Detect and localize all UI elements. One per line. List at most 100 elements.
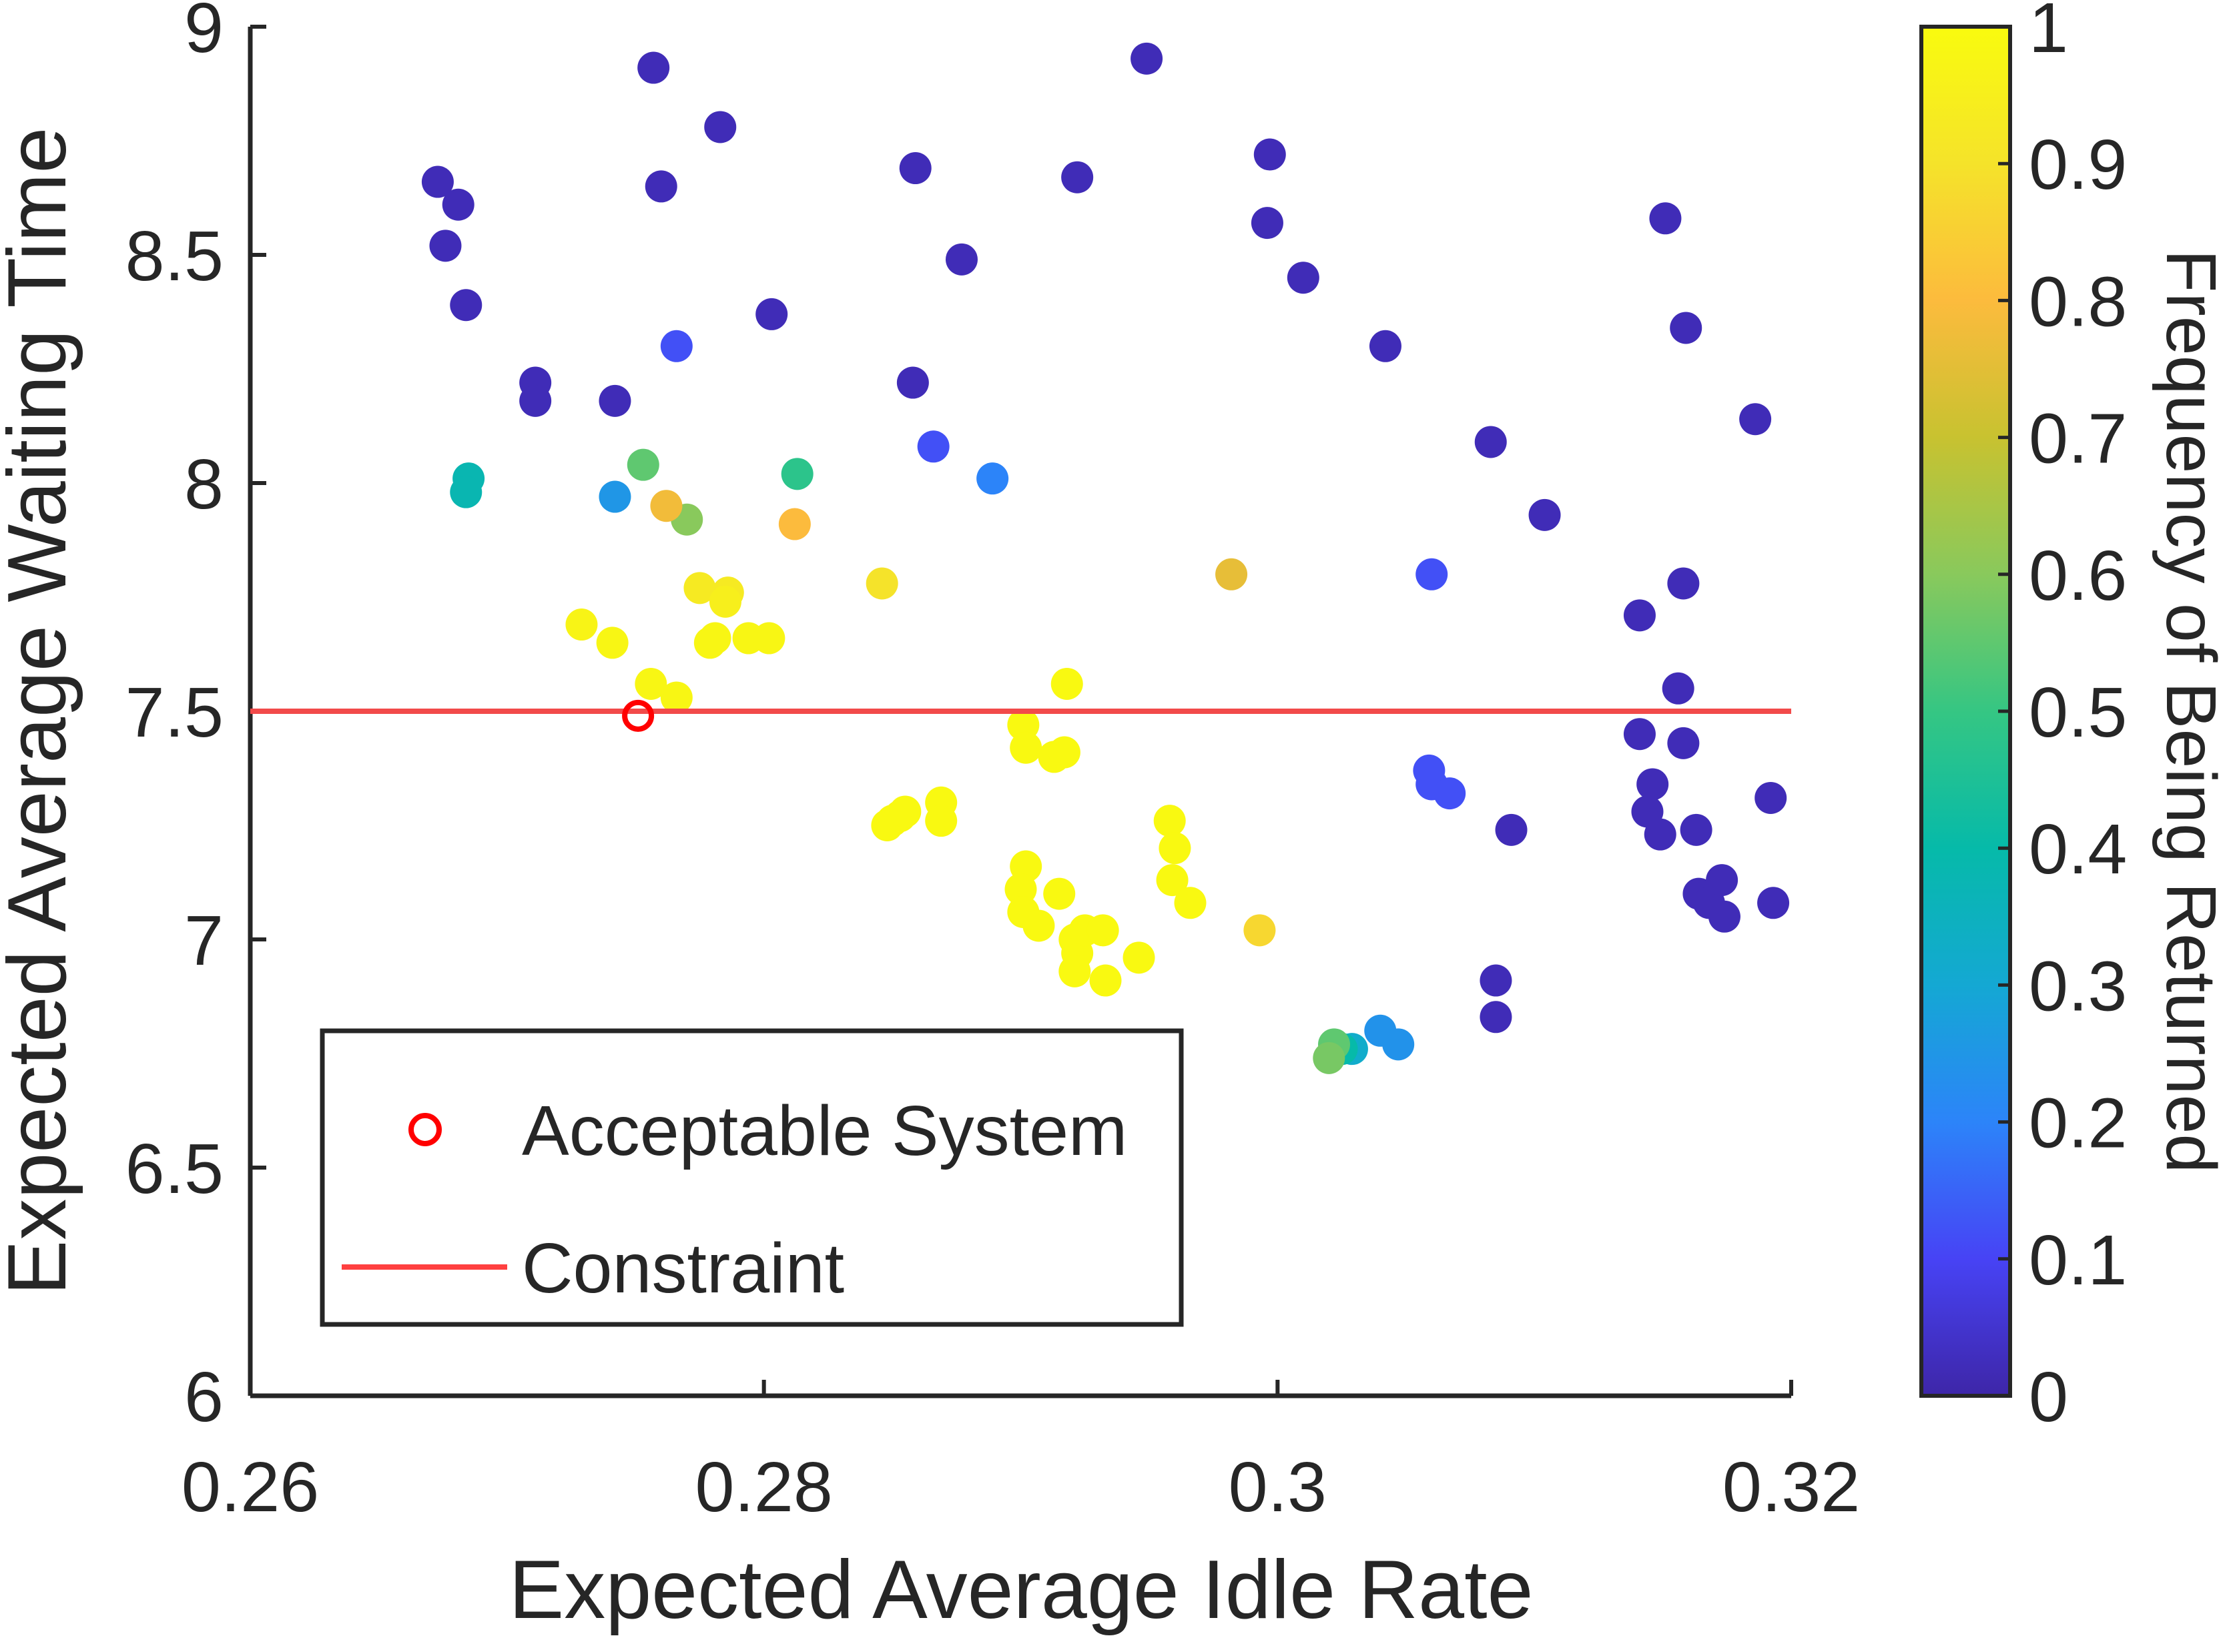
legend: Acceptable System Constraint — [320, 1028, 1184, 1327]
data-point — [1061, 161, 1094, 193]
data-point — [753, 622, 785, 655]
data-point — [683, 572, 716, 604]
data-point — [421, 165, 454, 198]
data-point — [1649, 202, 1682, 235]
data-point — [1644, 818, 1676, 851]
colorbar-tick-label: 0.3 — [2029, 947, 2127, 1025]
colorbar-tick-label: 0 — [2029, 1358, 2068, 1436]
data-point — [450, 289, 483, 322]
data-point — [450, 476, 483, 508]
y-tick-label: 7 — [184, 901, 224, 980]
data-point — [1667, 567, 1700, 600]
data-point — [627, 448, 659, 481]
data-point — [699, 622, 731, 655]
data-point — [866, 567, 898, 600]
data-point — [1708, 900, 1740, 933]
data-point — [1623, 718, 1656, 751]
data-point — [650, 490, 683, 522]
data-point — [976, 462, 1009, 495]
colorbar: 0 0.1 0.2 0.3 0.4 0.5 0.6 0.7 0.8 0.9 1 Frequency … — [1919, 0, 2230, 1436]
data-point — [1243, 914, 1276, 947]
y-tick-label: 9 — [184, 0, 224, 67]
data-point — [565, 608, 598, 641]
data-point — [1528, 498, 1561, 531]
data-point — [1010, 731, 1042, 764]
data-point — [645, 170, 677, 203]
data-point — [1623, 599, 1656, 632]
data-point — [1415, 558, 1448, 590]
data-point — [1123, 941, 1155, 974]
legend-label-constraint: Constraint — [522, 1229, 844, 1308]
colorbar-tick-label: 0.9 — [2029, 125, 2127, 204]
data-point — [1043, 877, 1076, 910]
data-point — [1159, 832, 1191, 865]
colorbar-tick-label: 0.5 — [2029, 673, 2127, 752]
data-point — [1474, 426, 1507, 458]
colorbar-tick-label: 0.6 — [2029, 536, 2127, 615]
y-tick-label: 8 — [184, 445, 224, 524]
data-point — [1050, 667, 1083, 700]
data-point — [1757, 887, 1790, 919]
data-point — [945, 243, 978, 276]
data-point — [1313, 1042, 1345, 1074]
x-axis-label: Expected Average Idle Rate — [509, 1544, 1534, 1636]
data-point — [917, 430, 950, 463]
data-point — [1287, 262, 1319, 294]
data-point — [1670, 312, 1702, 344]
data-point — [1369, 330, 1401, 362]
data-point — [429, 230, 462, 262]
colorbar-tick-label: 0.4 — [2029, 810, 2127, 889]
data-point — [1495, 813, 1528, 846]
x-tick-label: 0.3 — [1229, 1448, 1327, 1527]
data-point — [1480, 964, 1512, 997]
x-tick-label: 0.26 — [182, 1448, 319, 1527]
colorbar-tick-label: 0.1 — [2029, 1221, 2127, 1300]
data-point — [1739, 403, 1772, 436]
data-point — [1048, 736, 1080, 769]
colorbar-tick-label: 0.7 — [2029, 400, 2127, 478]
x-ticks: 0.26 0.28 0.3 0.32 — [182, 1380, 1860, 1527]
y-tick-label: 6 — [184, 1358, 224, 1436]
data-point — [1251, 207, 1283, 240]
colorbar-tick-label: 0.8 — [2029, 262, 2127, 341]
colorbar-label: Frequency of Being Returned — [2152, 250, 2230, 1174]
y-tick-label: 8.5 — [125, 217, 224, 296]
y-tick-label: 7.5 — [125, 673, 224, 752]
data-point — [1253, 138, 1286, 171]
data-point — [442, 188, 474, 221]
data-point — [1636, 768, 1669, 801]
data-point — [709, 585, 741, 618]
data-point — [899, 152, 932, 185]
x-tick-label: 0.28 — [695, 1448, 833, 1527]
legend-marker-acceptable — [408, 1113, 442, 1146]
data-point — [1156, 864, 1189, 897]
data-point — [925, 805, 958, 837]
colorbar-ticks: 0 0.1 0.2 0.3 0.4 0.5 0.6 0.7 0.8 0.9 1 — [1998, 0, 2127, 1436]
data-point — [1058, 955, 1091, 987]
x-tick-label: 0.32 — [1722, 1448, 1860, 1527]
y-ticks: 6 6.5 7 7.5 8 8.5 9 — [125, 0, 266, 1436]
colorbar-tick-label: 0.2 — [2029, 1084, 2127, 1163]
data-point — [889, 795, 922, 828]
data-point — [660, 681, 693, 714]
data-point — [1382, 1028, 1415, 1061]
colorbar-tick-label: 1 — [2029, 0, 2068, 67]
data-point — [755, 298, 788, 330]
legend-box — [320, 1028, 1184, 1327]
data-point — [599, 384, 631, 417]
acceptable-system-marker — [622, 699, 655, 732]
y-tick-label: 6.5 — [125, 1130, 224, 1208]
data-point — [599, 480, 631, 513]
data-point — [1706, 864, 1738, 897]
plot-area: 0.26 0.28 0.3 0.32 6 6.5 7 7.5 8 8.5 9 — [125, 0, 1861, 1527]
data-point — [1680, 813, 1712, 846]
data-point — [1433, 777, 1466, 810]
data-point — [1174, 887, 1207, 919]
data-point — [896, 366, 929, 399]
data-point — [635, 667, 667, 700]
data-point — [1131, 42, 1163, 75]
data-point — [637, 51, 670, 84]
data-point — [596, 627, 629, 659]
data-point — [660, 330, 693, 362]
